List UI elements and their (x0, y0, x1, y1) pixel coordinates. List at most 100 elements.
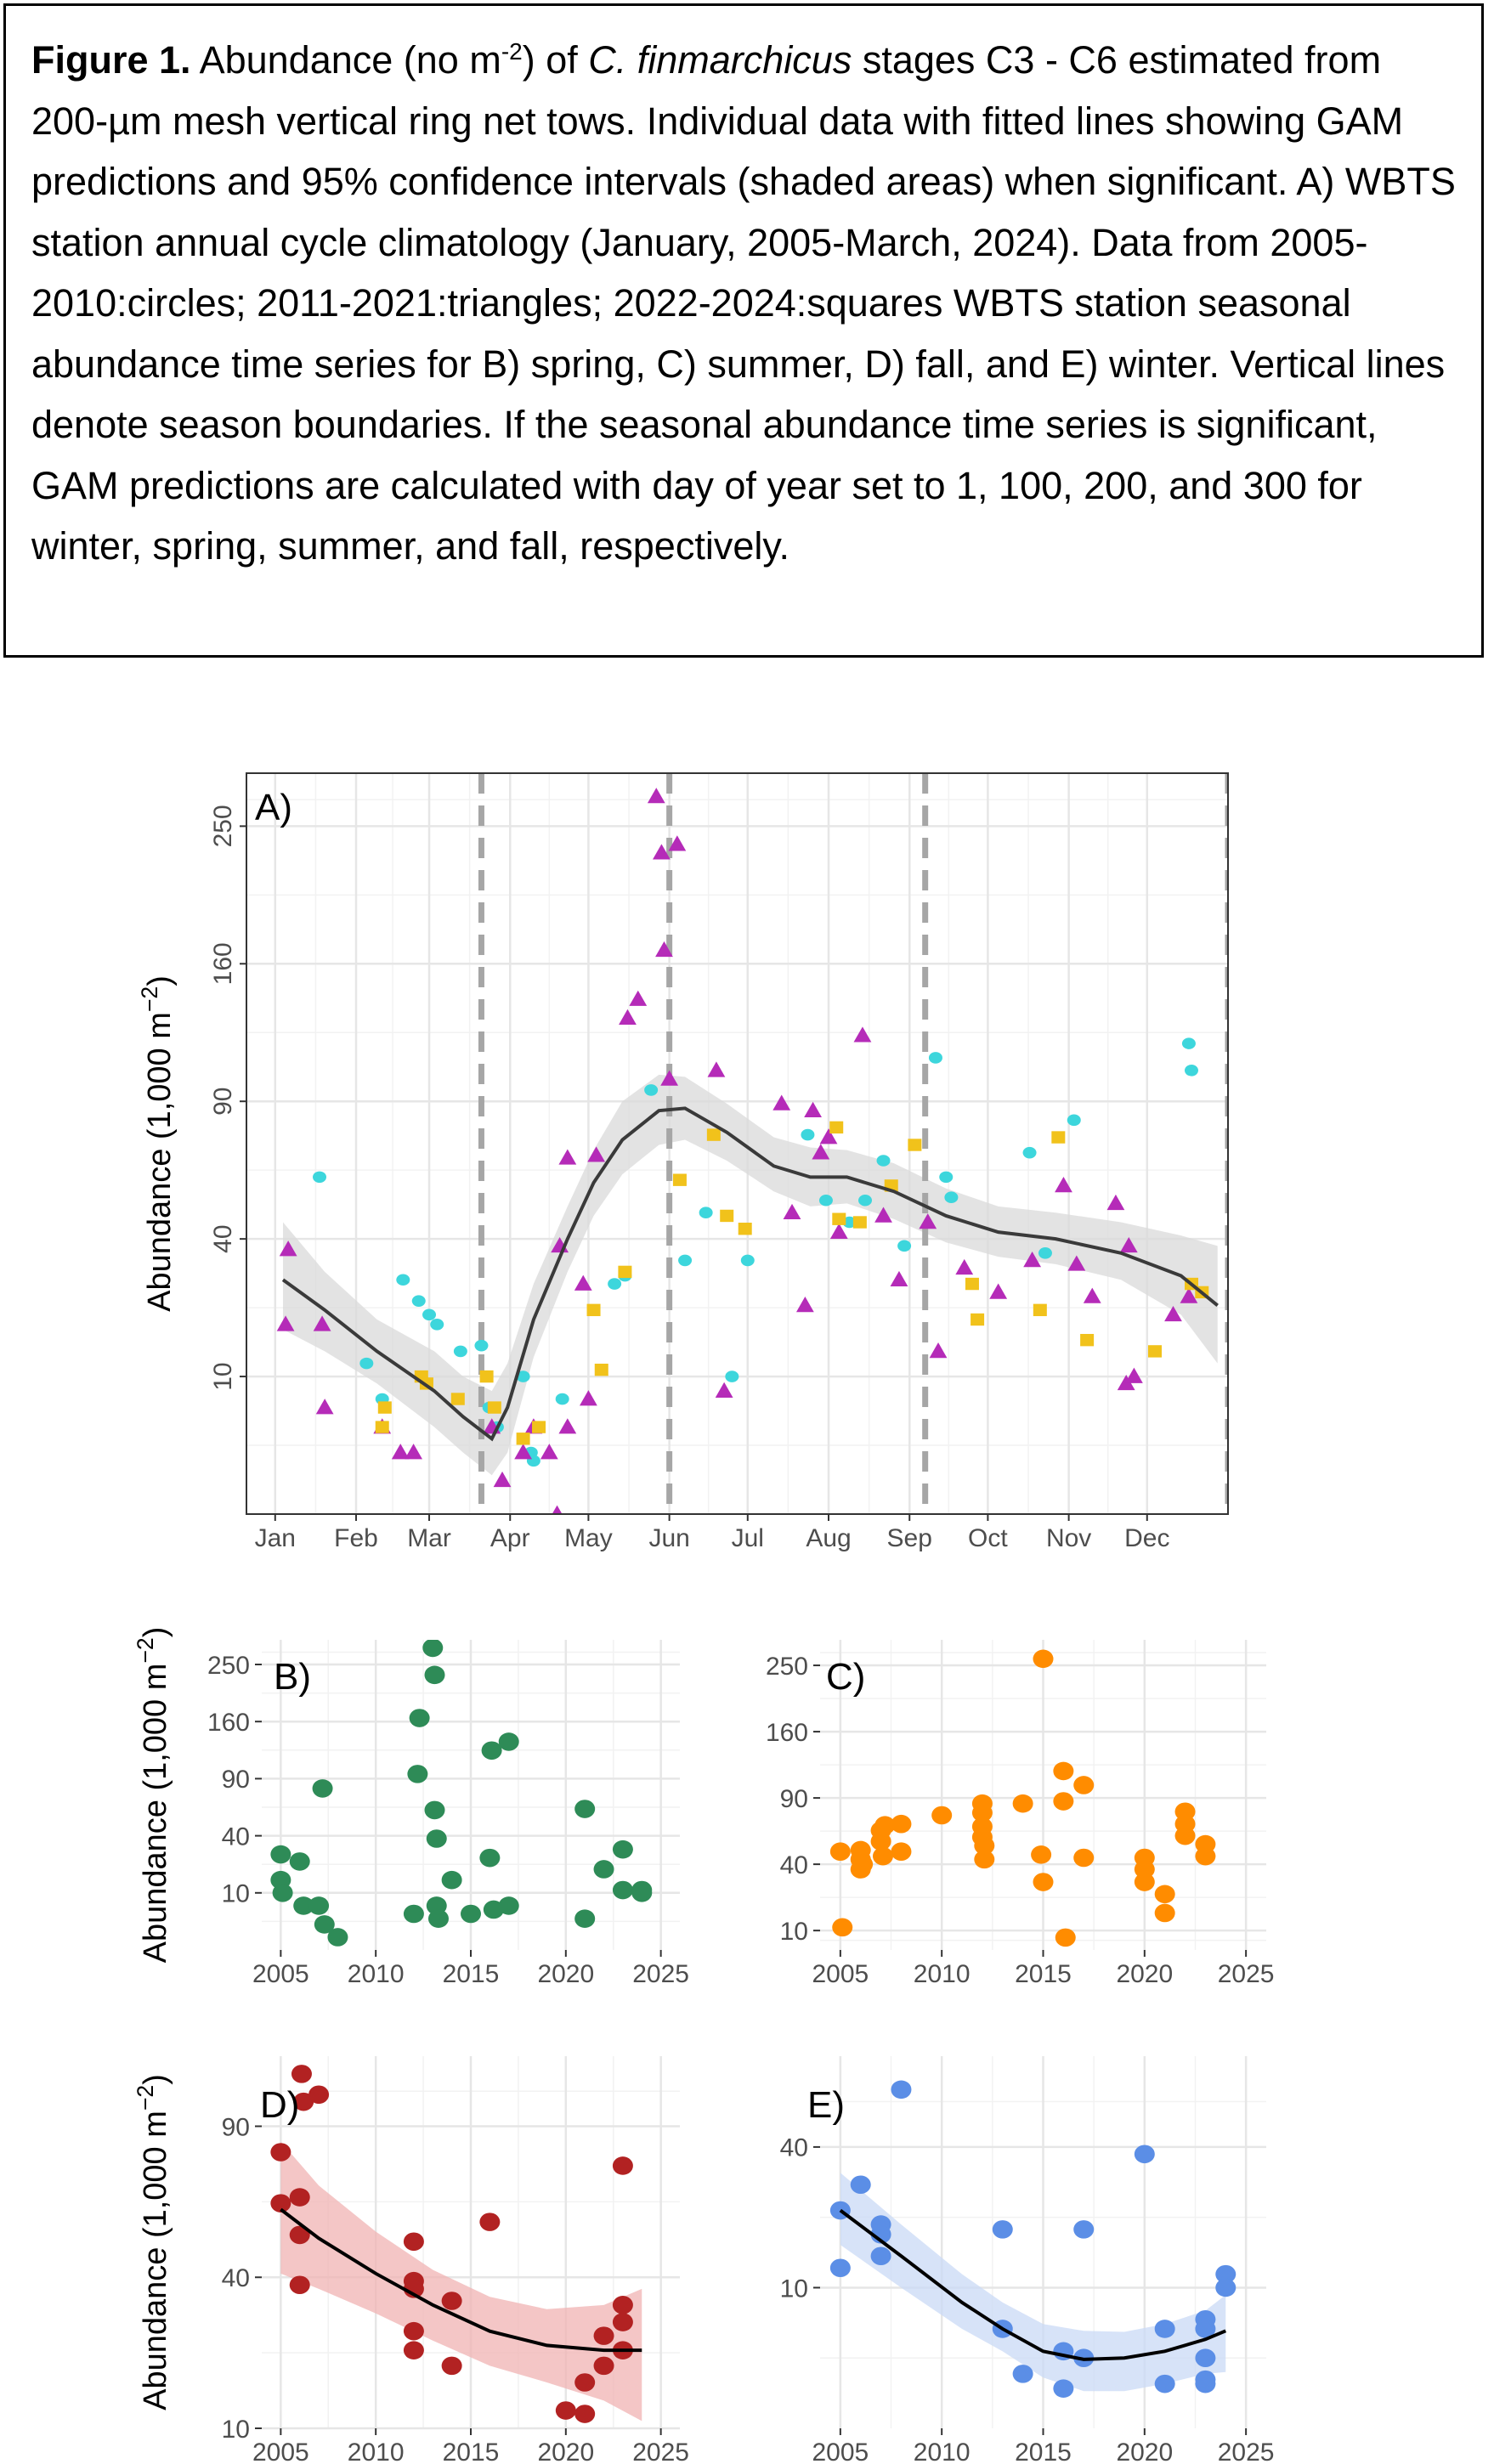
y-axis-title: Abundance (1,000 m−2) (133, 1627, 173, 1964)
data-point-circle (1181, 1037, 1196, 1049)
data-point-triangle (1023, 1252, 1042, 1268)
data-point (441, 2292, 462, 2310)
data-point (270, 2194, 291, 2213)
data-point-triangle (1164, 1305, 1182, 1322)
data-point (593, 2326, 614, 2345)
x-tick-label: 2005 (812, 1960, 869, 1988)
figure-caption: Figure 1. Abundance (no m-2) of C. finma… (3, 3, 1484, 658)
y-tick-label: 10 (209, 1362, 237, 1390)
data-point (1033, 1873, 1054, 1891)
y-tick-label: 90 (209, 1088, 237, 1116)
data-point (1053, 1761, 1074, 1781)
data-point (289, 2188, 310, 2207)
caption-label: Figure 1. (31, 38, 191, 82)
data-point (403, 2341, 424, 2359)
data-point-triangle (587, 1146, 606, 1162)
data-point (403, 1904, 424, 1924)
data-point-triangle (668, 835, 687, 851)
plot-area (270, 2065, 642, 2423)
data-point-square (450, 1393, 465, 1405)
data-point-circle (944, 1191, 959, 1204)
data-point (314, 1915, 335, 1934)
data-point (312, 1779, 333, 1798)
y-axis-title-sup: −2 (137, 986, 162, 1012)
data-point (870, 1832, 891, 1851)
panel-label: E) (807, 2084, 845, 2126)
y-tick-label: 40 (222, 1823, 250, 1851)
x-tick-label: Nov (1046, 1524, 1091, 1552)
data-point (479, 2213, 501, 2231)
data-point (481, 1741, 502, 1760)
data-point (1073, 2220, 1095, 2239)
data-point (874, 1816, 896, 1835)
y-tick-label: 250 (209, 805, 237, 847)
gam-fit-line (281, 1106, 1219, 1442)
data-point-square (672, 1173, 687, 1186)
data-point-circle (644, 1084, 659, 1096)
data-point (971, 1803, 993, 1823)
panel-e-chart: 10 40 2005 2010 2015 2020 2025 E) (780, 2056, 1275, 2464)
x-tick-label: May (564, 1524, 613, 1552)
data-point-circle (939, 1171, 954, 1184)
data-point-square (1033, 1303, 1047, 1317)
data-point (1134, 2145, 1155, 2164)
data-point (1012, 2365, 1033, 2383)
data-point (992, 2220, 1013, 2239)
data-point-square (971, 1313, 985, 1326)
data-point-triangle (819, 1128, 838, 1144)
x-tick-label: Aug (806, 1524, 851, 1552)
data-point-triangle (629, 990, 648, 1006)
data-point (289, 2225, 310, 2245)
x-tick-label: Jan (255, 1524, 296, 1552)
y-axis-title-main: Abundance (1,000 m (142, 1012, 178, 1312)
data-point-circle (725, 1370, 739, 1382)
data-point (891, 1814, 912, 1834)
data-point-circle (1038, 1246, 1052, 1259)
data-point-triangle (647, 788, 665, 804)
data-point (555, 2401, 576, 2420)
x-tick-label: 2010 (348, 1960, 405, 1988)
data-point-circle (396, 1274, 410, 1286)
panel-d-chart: 10 40 90 2005 2010 2015 2020 2025 D) Abundance (1… (133, 2056, 689, 2464)
data-point (289, 2275, 310, 2295)
data-point-square (479, 1370, 494, 1383)
data-point-circle (1022, 1146, 1037, 1159)
data-point (850, 2175, 871, 2195)
data-point-triangle (558, 1418, 577, 1434)
data-point (1215, 2264, 1237, 2284)
x-tick-label: 2020 (537, 1960, 594, 1988)
y-axis-title-close: ) (142, 975, 178, 986)
plot-area (270, 1640, 653, 1947)
y-tick-label: 90 (780, 1785, 808, 1813)
data-point-circle (818, 1194, 833, 1207)
data-point (424, 1800, 445, 1820)
data-point-triangle (405, 1444, 422, 1460)
x-tick-label: 2025 (1218, 1960, 1275, 1988)
data-point-circle (897, 1240, 912, 1252)
panel-label: B) (274, 1656, 311, 1698)
data-point (1033, 1649, 1054, 1669)
data-point (612, 2296, 633, 2314)
data-point-triangle (989, 1283, 1008, 1299)
y-axis-title-sup: −2 (133, 1637, 158, 1663)
data-point-triangle (1119, 1236, 1138, 1253)
data-point-circle (876, 1155, 891, 1167)
x-tick-label: 2005 (812, 2439, 869, 2464)
data-point-triangle (660, 1070, 679, 1086)
data-point-circle (678, 1254, 693, 1267)
data-point (612, 2156, 633, 2175)
y-tick-label: 10 (222, 1880, 250, 1908)
data-point-circle (430, 1318, 444, 1331)
data-point (327, 1928, 348, 1947)
data-point (1134, 1873, 1155, 1891)
x-tick-label: Apr (490, 1524, 530, 1552)
data-point (426, 1829, 447, 1848)
data-point (1073, 1776, 1095, 1794)
plot-area (829, 1649, 1216, 1947)
data-point-triangle (655, 941, 673, 958)
y-tick-label: 250 (766, 1653, 808, 1681)
data-point-square (832, 1212, 846, 1225)
data-point (631, 1883, 653, 1902)
y-tick-label: 90 (222, 2113, 250, 2141)
data-point (574, 1800, 596, 1818)
